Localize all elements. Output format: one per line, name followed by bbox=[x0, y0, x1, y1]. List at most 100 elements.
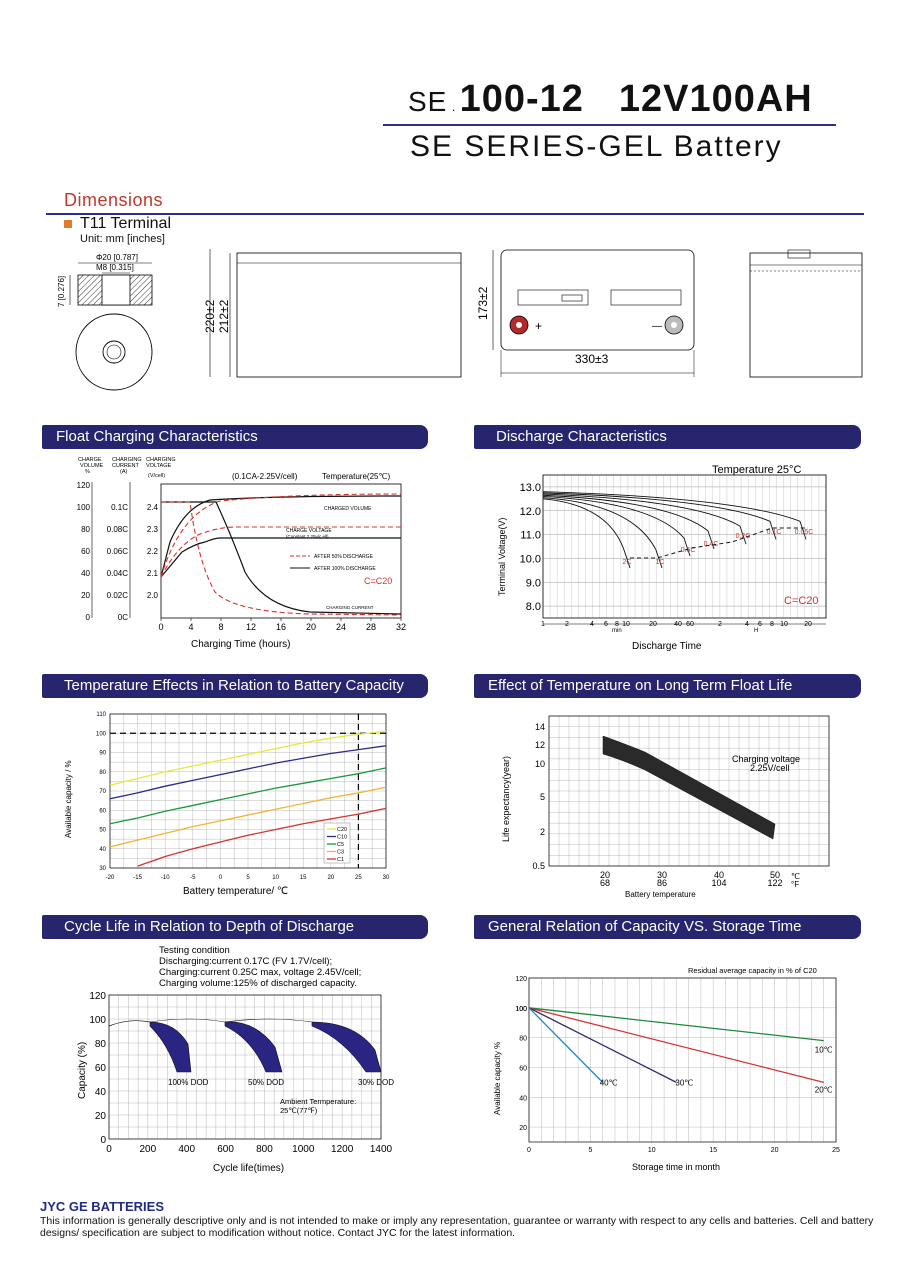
discharge-label-0.2C: 0.2C bbox=[736, 533, 751, 540]
cl-ytick-label: 0 bbox=[100, 1135, 106, 1146]
float-charging-chart: CHARGE VOLUME % CHARGING CURRENT (A) CHA… bbox=[77, 457, 406, 650]
cycle-cond3: Charging volume:125% of discharged capac… bbox=[159, 978, 357, 989]
discharge-xtick-min: 20 bbox=[649, 621, 657, 628]
dod-50-label: 50% DOD bbox=[248, 1078, 284, 1087]
tc-legend-C10: C10 bbox=[337, 835, 347, 841]
discharge-label-0.05C: 0.05C bbox=[795, 529, 814, 536]
tc-ytick-label: 80 bbox=[99, 770, 106, 776]
tc-ytick-label: 100 bbox=[96, 731, 107, 737]
discharge-label-0.1C: 0.1C bbox=[767, 529, 782, 536]
discharge-label-0.6C: 0.6C bbox=[681, 547, 696, 554]
cycle-ambient1: Ambient Termperature: bbox=[280, 1097, 356, 1106]
unit-label: Unit: mm [inches] bbox=[80, 233, 165, 245]
cycle-cond1: Discharging:current 0.17C (FV 1.7V/cell)… bbox=[159, 956, 332, 967]
cl-xtick-label: 1000 bbox=[292, 1144, 315, 1155]
terminal-name: T11 Terminal bbox=[80, 215, 171, 232]
st-ytick-label: 80 bbox=[519, 1036, 527, 1043]
float-current-label: 0.1C bbox=[111, 503, 128, 512]
st-xtick-label: 10 bbox=[648, 1147, 656, 1154]
title-rating: 12V100AH bbox=[618, 78, 813, 120]
banner-cycle-life: Cycle Life in Relation to Depth of Disch… bbox=[42, 915, 428, 939]
tc-xtick-label: 15 bbox=[300, 875, 307, 881]
float-xtick-label: 24 bbox=[336, 622, 346, 632]
st-ytick-100: 100 bbox=[515, 1006, 527, 1013]
st-xtick-label: 20 bbox=[771, 1147, 779, 1154]
cl-xtick-label: 600 bbox=[217, 1144, 234, 1155]
float-current-label: 0.04C bbox=[107, 569, 129, 578]
discharge-label-1C: 1C bbox=[656, 559, 665, 566]
tc-ytick-label: 90 bbox=[99, 751, 106, 757]
product-title: SE . 100-12 12V100AH bbox=[408, 78, 813, 120]
float-temperature: Temperature(25℃) bbox=[322, 472, 390, 481]
storage-ylabel: Available capacity % bbox=[493, 1042, 502, 1115]
discharge-ytick-label: 12.0 bbox=[520, 506, 541, 518]
cl-curve-100 bbox=[149, 1018, 226, 1023]
float-volume-label: 40 bbox=[81, 569, 90, 578]
dod-30-label: 30% DOD bbox=[358, 1078, 394, 1087]
col3-line3: (V/cell) bbox=[148, 473, 165, 479]
cl-band-100% DOD bbox=[149, 1021, 192, 1073]
discharge-ytick-label: 11.0 bbox=[520, 530, 541, 542]
discharge-min-unit: min bbox=[612, 628, 622, 634]
tc-xlabel: Battery temperature/ ℃ bbox=[183, 886, 288, 897]
float-xtick-label: 4 bbox=[188, 622, 193, 632]
float-volume-label: 120 bbox=[77, 481, 91, 490]
st-line-40℃ bbox=[528, 1007, 604, 1083]
tc-ylabel: Available capacity / % bbox=[64, 760, 73, 838]
discharge-curve-0.4C bbox=[542, 494, 715, 550]
fl-c-unit: ℃ bbox=[791, 872, 800, 881]
discharge-curve-0.05C bbox=[542, 491, 807, 540]
cl-xtick-label: 1400 bbox=[370, 1144, 393, 1155]
tc-xtick-label: 5 bbox=[246, 875, 250, 881]
title-divider bbox=[383, 124, 836, 126]
height-case: 212±2 bbox=[217, 299, 231, 333]
terminal-diameter: Φ20 [0.787] bbox=[96, 253, 138, 262]
st-ytick-label: 20 bbox=[519, 1125, 527, 1132]
st-ytick-label: 60 bbox=[519, 1065, 527, 1072]
tc-ytick-label: 110 bbox=[96, 712, 106, 718]
discharge-xtick-h: 10 bbox=[780, 621, 788, 628]
tc-xtick-label: -15 bbox=[133, 875, 142, 881]
tc-ytick-label: 40 bbox=[99, 847, 106, 853]
cl-xtick-label: 0 bbox=[106, 1144, 112, 1155]
discharge-temperature: Temperature 25°C bbox=[712, 464, 801, 476]
col2-line3: (A) bbox=[120, 469, 128, 475]
dod-100-label: 100% DOD bbox=[168, 1078, 209, 1087]
cycle-ylabel: Capacity (%) bbox=[77, 1042, 88, 1099]
cycle-xlabel: Cycle life(times) bbox=[213, 1163, 284, 1174]
tc-legend-C3: C3 bbox=[337, 850, 344, 856]
fl-ytick-label: 2 bbox=[540, 827, 545, 837]
float-volume-label: 0 bbox=[86, 613, 91, 622]
title-model: 100-12 bbox=[459, 78, 584, 120]
discharge-c20: C=C20 bbox=[784, 595, 819, 607]
discharge-curve-0.6C bbox=[542, 496, 691, 557]
fl-xtick-f: 104 bbox=[711, 878, 726, 888]
discharge-label-2C: 2C bbox=[623, 559, 632, 566]
tc-xtick-label: -5 bbox=[190, 875, 196, 881]
discharge-ytick-label: 10.0 bbox=[520, 553, 541, 565]
st-label-30℃: 30℃ bbox=[675, 1078, 693, 1087]
tc-ytick-label: 50 bbox=[99, 828, 106, 834]
tc-xtick-label: 25 bbox=[355, 875, 362, 881]
discharge-h-unit: H bbox=[754, 628, 758, 634]
fl-ytick-label: 0.5 bbox=[532, 861, 545, 871]
st-line-20℃ bbox=[528, 1007, 824, 1083]
float-voltage-label: 2.3 bbox=[147, 525, 159, 534]
cycle-cond2: Charging:current 0.25C max, voltage 2.45… bbox=[159, 967, 361, 978]
float-xtick-label: 20 bbox=[306, 622, 316, 632]
tc-ytick-label: 60 bbox=[99, 808, 106, 814]
float-xtick-label: 16 bbox=[276, 622, 286, 632]
terminal-height: 7 [0.276] bbox=[57, 276, 66, 307]
series-subtitle: SE SERIES-GEL Battery bbox=[410, 130, 783, 163]
tc-line-C5 bbox=[109, 767, 387, 825]
discharge-xlabel: Discharge Time bbox=[632, 641, 702, 652]
col1-line2: VOLUME bbox=[80, 463, 104, 469]
tc-xtick-label: 30 bbox=[383, 875, 390, 881]
cl-ytick-label: 40 bbox=[95, 1087, 107, 1098]
storage-xlabel: Storage time in month bbox=[632, 1162, 720, 1172]
float-volume-label: 80 bbox=[81, 525, 90, 534]
cl-xtick-label: 800 bbox=[256, 1144, 273, 1155]
float-current-label: 0.02C bbox=[107, 591, 129, 600]
discharge-curve-0.1C bbox=[542, 492, 777, 540]
fl-xtick-c: 20 bbox=[600, 870, 610, 880]
